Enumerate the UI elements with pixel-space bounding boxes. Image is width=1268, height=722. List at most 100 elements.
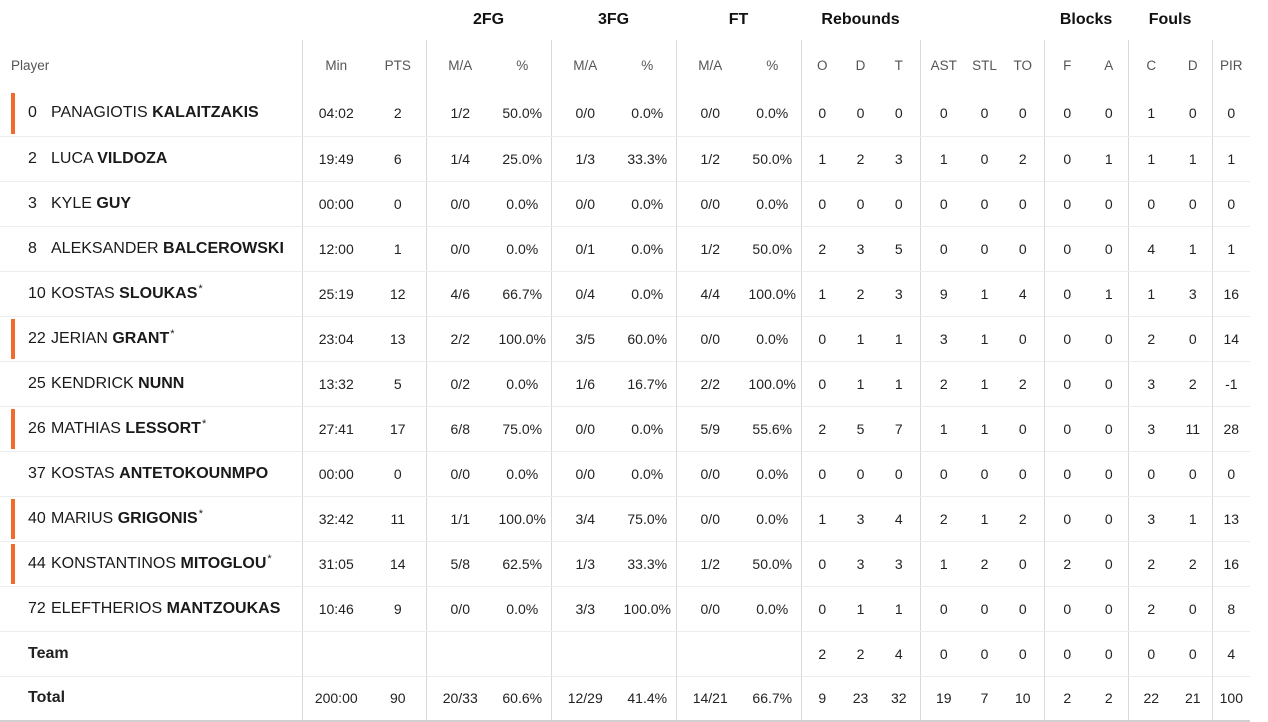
stat-reb-d: 1 <box>843 316 879 362</box>
player-row[interactable]: 26 MATHIAS LESSORT* 27:41 17 6/8 75.0% 0/0 0.0%… <box>0 406 1251 452</box>
player-last-name[interactable]: GRIGONIS <box>117 509 198 527</box>
player-cell[interactable]: 44 KONSTANTINOS MITOGLOU* <box>0 541 302 587</box>
player-row[interactable]: 44 KONSTANTINOS MITOGLOU* 31:05 14 5/8 62.5% 1… <box>0 541 1251 587</box>
player-row[interactable]: 10 KOSTAS SLOUKAS* 25:19 12 4/6 66.7% 0/4 0.0% 4… <box>0 271 1251 317</box>
player-cell[interactable]: 26 MATHIAS LESSORT* <box>0 406 302 452</box>
player-cell[interactable]: 37 KOSTAS ANTETOKOUNMPO <box>0 451 302 497</box>
player-cell[interactable]: 2 LUCA VILDOZA <box>0 136 302 182</box>
player-row[interactable]: 2 LUCA VILDOZA 19:49 6 1/4 25.0% 1/3 33.3% 1/2 50… <box>0 136 1251 182</box>
stat-blk-a: 0 <box>1090 451 1129 497</box>
player-number: 26 <box>28 419 46 437</box>
starter-star: * <box>198 282 203 295</box>
stat-2fg-ma: 1/1 <box>425 496 494 542</box>
group-header-row: 2FG 3FG FT Rebounds Blocks Fouls <box>0 0 1250 40</box>
starter-star: * <box>201 417 207 430</box>
stat-to: 0 <box>1002 91 1045 137</box>
stat-min: 32:42 <box>301 496 370 542</box>
stat-reb-d: 0 <box>843 181 879 227</box>
player-cell[interactable]: 0 PANAGIOTIS KALAITZAKIS <box>0 91 302 137</box>
stat-3fg-pct <box>619 631 676 677</box>
player-last-name[interactable]: VILDOZA <box>97 149 168 167</box>
stat-stl: 0 <box>967 451 1003 497</box>
stat-fouls-c: 0 <box>1127 181 1175 227</box>
stat-ft-ma: 1/2 <box>675 226 744 272</box>
col-blk-f: F <box>1043 40 1091 91</box>
stat-ast: 0 <box>919 181 968 227</box>
player-first-name: ELEFTHERIOS <box>51 599 163 617</box>
stat-blk-f: 0 <box>1043 586 1091 632</box>
col-3fg-pct: % <box>641 58 654 73</box>
stat-to: 0 <box>1002 406 1045 452</box>
player-last-name[interactable]: ANTETOKOUNMPO <box>119 464 269 482</box>
stat-ast: 0 <box>919 91 968 137</box>
player-number: 2 <box>28 149 37 167</box>
stat-ft-ma: 0/0 <box>675 181 744 227</box>
player-cell[interactable]: 10 KOSTAS SLOUKAS* <box>0 271 302 317</box>
player-number: 0 <box>28 104 37 122</box>
stat-blk-a: 0 <box>1090 361 1129 407</box>
player-cell[interactable]: 25 KENDRICK NUNN <box>0 361 302 407</box>
stat-min <box>301 631 370 677</box>
stat-fouls-d: 0 <box>1174 316 1213 362</box>
stat-2fg-pct: 60.6% <box>494 676 551 722</box>
stat-min: 00:00 <box>301 181 370 227</box>
player-first-name: LUCA <box>51 149 93 167</box>
player-cell[interactable]: 22 JERIAN GRANT* <box>0 316 302 362</box>
player-row[interactable]: 8 ALEKSANDER BALCEROWSKI 12:00 1 0/0 0.0% 0/1 0… <box>0 226 1251 272</box>
stat-ast: 3 <box>919 316 968 362</box>
stat-stl: 1 <box>967 361 1003 407</box>
stat-blk-a: 0 <box>1090 541 1129 587</box>
team-row: Team 2 2 4 0 0 0 0 0 0 0 4 <box>0 631 1251 677</box>
player-row[interactable]: 40 MARIUS GRIGONIS* 32:42 11 1/1 100.0% 3/4 75.… <box>0 496 1251 542</box>
player-last-name[interactable]: GUY <box>96 194 132 212</box>
player-cell[interactable]: 72 ELEFTHERIOS MANTZOUKAS <box>0 586 302 632</box>
stat-to: 0 <box>1002 541 1045 587</box>
player-last-name[interactable]: GRANT <box>112 329 170 347</box>
player-last-name[interactable]: NUNN <box>138 374 185 392</box>
player-last-name[interactable]: KALAITZAKIS <box>152 104 259 122</box>
player-cell[interactable]: 3 KYLE GUY <box>0 181 302 227</box>
stat-blk-f: 2 <box>1043 541 1091 587</box>
stat-blk-f: 2 <box>1043 676 1091 722</box>
stat-to: 0 <box>1002 316 1045 362</box>
player-last-name[interactable]: MITOGLOU <box>180 554 267 572</box>
stat-2fg-ma: 0/0 <box>425 586 494 632</box>
col-ast: AST <box>919 40 968 91</box>
stat-to: 0 <box>1002 226 1045 272</box>
player-row[interactable]: 3 KYLE GUY 00:00 0 0/0 0.0% 0/0 0.0% 0/0 0.0% 0 0 0 0… <box>0 181 1251 227</box>
player-row[interactable]: 22 JERIAN GRANT* 23:04 13 2/2 100.0% 3/5 60.0% 0… <box>0 316 1251 362</box>
stat-reb-d: 1 <box>843 361 879 407</box>
player-last-name[interactable]: MANTZOUKAS <box>166 599 281 617</box>
stat-blk-f: 0 <box>1043 91 1091 137</box>
stat-reb-t: 0 <box>878 451 921 497</box>
stat-ft-ma: 4/4 <box>675 271 744 317</box>
stat-pts: 17 <box>370 406 426 452</box>
stat-ft-ma: 2/2 <box>675 361 744 407</box>
stat-fouls-d: 2 <box>1174 361 1213 407</box>
stat-fouls-d: 0 <box>1174 631 1213 677</box>
stat-ast: 0 <box>919 631 968 677</box>
stat-2fg-ma: 1/2 <box>425 91 494 137</box>
stat-min: 25:19 <box>301 271 370 317</box>
stat-reb-o: 0 <box>800 316 844 362</box>
stat-pir: -1 <box>1211 361 1251 407</box>
stat-blk-a: 0 <box>1090 91 1129 137</box>
stat-reb-d: 2 <box>843 631 879 677</box>
stat-min: 00:00 <box>301 451 370 497</box>
player-last-name[interactable]: SLOUKAS <box>119 284 198 302</box>
stat-reb-d: 23 <box>843 676 879 722</box>
player-row[interactable]: 37 KOSTAS ANTETOKOUNMPO 00:00 0 0/0 0.0% 0/0 0.… <box>0 451 1251 497</box>
player-row[interactable]: 72 ELEFTHERIOS MANTZOUKAS 10:46 9 0/0 0.0% 3/3… <box>0 586 1251 632</box>
player-row[interactable]: 25 KENDRICK NUNN 13:32 5 0/2 0.0% 1/6 16.7% 2/2 1… <box>0 361 1251 407</box>
player-last-name[interactable]: LESSORT <box>125 419 201 437</box>
player-last-name[interactable]: BALCEROWSKI <box>163 239 284 257</box>
player-cell[interactable]: 8 ALEKSANDER BALCEROWSKI <box>0 226 302 272</box>
player-cell[interactable]: 40 MARIUS GRIGONIS* <box>0 496 302 542</box>
stat-reb-o: 0 <box>800 361 844 407</box>
group-blocks: Blocks <box>1059 11 1113 28</box>
stat-ft-pct: 100.0% <box>744 271 802 317</box>
stat-2fg-ma: 0/0 <box>425 181 494 227</box>
stat-ft-ma <box>675 631 744 677</box>
stat-reb-o: 2 <box>800 226 844 272</box>
player-row[interactable]: 0 PANAGIOTIS KALAITZAKIS 04:02 2 1/2 50.0% 0/0… <box>0 91 1251 137</box>
